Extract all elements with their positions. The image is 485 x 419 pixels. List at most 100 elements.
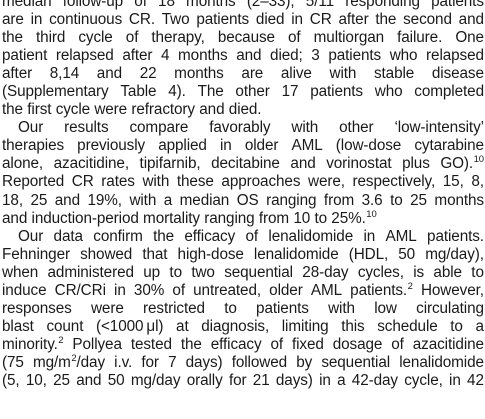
text-word: showed (80, 245, 133, 263)
text-word: and (54, 191, 80, 209)
text-word: stable (373, 65, 415, 83)
text-word: follow-up (62, 0, 124, 10)
text-word: 8,14 (49, 65, 80, 83)
text-word: the (2, 29, 23, 47)
text-word: CR (309, 11, 332, 29)
text-word: respectively, (352, 173, 436, 191)
article-body-text: median follow-up of 18 months (2–33), 5/11 resp… (2, 0, 484, 390)
text-word: cytarabine (414, 137, 484, 155)
text-word: patients (328, 47, 382, 65)
text-word: to (450, 317, 463, 335)
text-word: 10 (293, 209, 311, 227)
text-word: ranging (266, 191, 317, 209)
text-word: minority.2 (2, 334, 64, 353)
text-line: are in continuous CR. Two patients died in CR aft… (2, 11, 484, 29)
text-word: responding (345, 0, 420, 10)
text-line: the first cycle were refractory and died. (2, 101, 484, 119)
text-word: because (217, 29, 275, 47)
text-word: to (390, 191, 403, 209)
text-word: dosage (332, 335, 383, 353)
text-word: months (174, 65, 224, 83)
text-word: Two (161, 11, 190, 29)
text-word: induction-period (31, 209, 139, 227)
text-word: a (163, 191, 173, 209)
text-word: (2–33), (246, 0, 295, 10)
text-word: AML (291, 137, 323, 155)
text-word: a (337, 371, 346, 389)
text-word: 15, (442, 173, 464, 191)
text-word: patients (256, 299, 309, 317)
superscript: 10 (473, 154, 484, 166)
text-word: fixed (291, 335, 324, 353)
text-word: relapsed (426, 47, 484, 65)
text-word: mg/m2/day (32, 352, 106, 371)
text-line: induce CR/CRi in 30% of untreated, older AML pat… (2, 281, 484, 300)
text-word: therapies (2, 137, 65, 155)
text-word: and (199, 101, 225, 119)
text-word: alone, (2, 155, 44, 173)
text-word: ranging (204, 209, 255, 227)
text-word: with (329, 65, 357, 83)
text-word: approaches (221, 173, 301, 191)
text-word: in (319, 371, 331, 389)
text-word: therapy, (151, 29, 205, 47)
text-word: followed (231, 353, 288, 371)
text-word: Pollyea (72, 335, 122, 353)
text-word: 8, (471, 173, 484, 191)
text-word: 25 (53, 371, 70, 389)
text-line: therapies previously applied in older AML (low… (2, 137, 484, 155)
text-word: 50 (107, 371, 125, 389)
text-word: died (255, 11, 285, 29)
text-word: low (374, 299, 397, 317)
text-word: (low-dose (335, 137, 402, 155)
text-word: with (291, 119, 319, 137)
text-word: third (36, 29, 66, 47)
text-word: 30% (133, 281, 165, 299)
text-word: cycle (55, 101, 91, 119)
text-word: of (288, 29, 301, 47)
text-word: of (125, 29, 139, 47)
text-word: Fehninger (2, 245, 70, 263)
text-word: 10, (25, 371, 47, 389)
text-word: The (197, 83, 224, 101)
text-word: and (76, 371, 102, 389)
text-word: azacitidine (412, 335, 484, 353)
text-word: 21 (252, 371, 270, 389)
text-word: GO).10 (440, 154, 484, 173)
text-word: of (391, 335, 404, 353)
text-word: diagnosis, (201, 317, 270, 335)
text-word: lenalidomide (268, 227, 354, 245)
superscript: 10 (366, 208, 377, 220)
text-word: the (180, 335, 202, 353)
text-word: median (2, 0, 52, 10)
text-word: in (114, 281, 126, 299)
text-word: rates (101, 173, 135, 191)
text-word: results (64, 119, 109, 137)
text-line: 18, 25 and 19%, with a median OS ranging from 3.6 t… (2, 192, 484, 210)
text-line: Our data confirm the efficacy of lenalidomide i… (2, 228, 484, 246)
text-word: Our (18, 119, 44, 137)
text-word: cycle (78, 29, 113, 47)
text-word: for (228, 371, 247, 389)
text-word: in (449, 371, 461, 389)
text-word: (<1000 μl) (95, 317, 164, 335)
text-word: CR. (128, 11, 155, 29)
text-word: multiorgan (313, 29, 385, 47)
text-word: from (258, 209, 290, 227)
text-line: (5, 10, 25 and 50 mg/day orally for 21 days) in a 42… (2, 372, 484, 390)
text-word: 19%, (87, 191, 122, 209)
text-word: to (224, 299, 237, 317)
text-word: alive (280, 65, 312, 83)
text-word: and (236, 47, 262, 65)
text-word: circulating (416, 299, 484, 317)
text-word: and (96, 65, 123, 83)
text-word: when (2, 263, 39, 281)
text-word: days) (185, 353, 223, 371)
text-word: to (169, 263, 182, 281)
text-word: 3.6 (361, 191, 383, 209)
text-word: induce (2, 281, 47, 299)
text-word: blast (2, 317, 34, 335)
text-line: blast count (<1000 μl) at diagnosis, limiting… (2, 318, 484, 336)
text-word: lenalidomide (399, 353, 484, 371)
text-word: lenalidomide (253, 245, 339, 263)
